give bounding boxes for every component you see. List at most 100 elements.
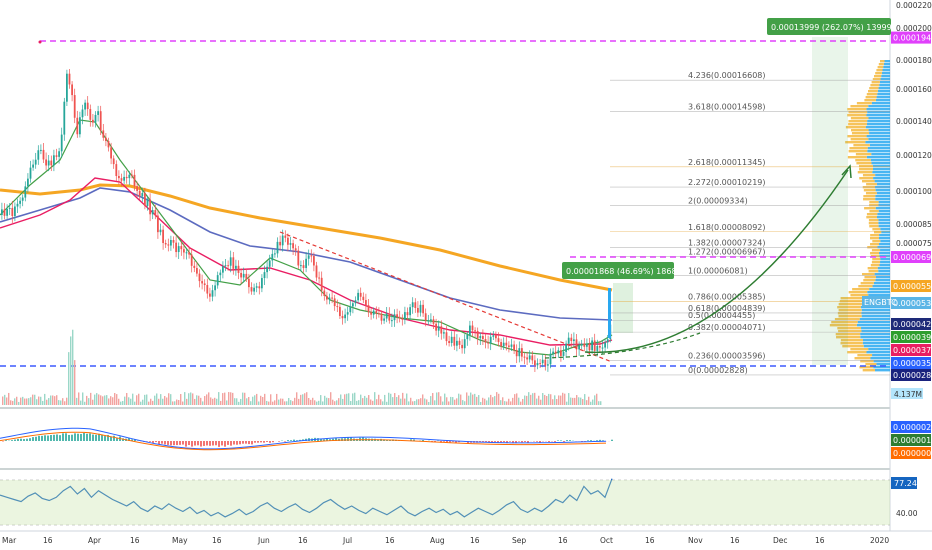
candle-body — [115, 164, 117, 176]
candle-body — [404, 312, 406, 320]
volume-bar — [34, 395, 35, 405]
vp-bar-blue — [867, 108, 890, 110]
candle-body — [230, 257, 232, 265]
volume-bar — [78, 392, 79, 405]
candle-body — [604, 342, 606, 347]
candle-body — [297, 250, 299, 265]
volume-bar — [214, 398, 215, 405]
volume-bar — [104, 395, 105, 405]
candle-body — [303, 265, 305, 268]
volume-bar — [346, 394, 347, 405]
macd-histogram-bar — [566, 440, 568, 441]
volume-bar — [578, 397, 579, 405]
candle-body — [245, 274, 247, 279]
candle-body — [352, 303, 354, 306]
candle-body — [368, 305, 370, 312]
volume-bar — [20, 398, 21, 405]
volume-bar — [210, 397, 211, 405]
vp-bar-blue — [880, 258, 890, 260]
vp-bar-blue — [868, 348, 890, 350]
candle-body — [160, 230, 162, 232]
price-tick-label: 0.00018000 — [896, 56, 932, 65]
price-tag: 0.00003713 — [891, 344, 932, 356]
candle-body — [407, 312, 409, 315]
volume-bar — [26, 398, 27, 405]
volume-bar — [230, 392, 231, 405]
volume-bar — [96, 393, 97, 405]
volume-bar — [572, 398, 573, 405]
vp-bar-orange — [863, 279, 875, 281]
candle-body — [563, 352, 565, 356]
vp-bar-blue — [875, 279, 890, 281]
price-tag: 0.00006950 — [891, 251, 932, 263]
time-tick-label: 16 — [730, 536, 740, 545]
volume-bar — [428, 402, 429, 405]
macd-histogram-bar — [233, 441, 235, 445]
vp-bar-blue — [875, 180, 890, 182]
macd-histogram-bar — [179, 441, 181, 445]
macd-histogram-bar — [47, 436, 49, 441]
macd-histogram-bar — [203, 441, 205, 446]
candle-body — [19, 201, 21, 204]
callout-text: 0.00001868 (46.69%) 1868 — [566, 267, 677, 276]
vp-bar-blue — [869, 132, 890, 134]
candle-body — [448, 341, 450, 343]
vp-bar-blue — [876, 207, 890, 209]
candle-body — [79, 117, 81, 134]
volume-bar — [514, 394, 515, 405]
candle-body — [206, 285, 208, 294]
candle-body — [313, 256, 315, 265]
volume-bar — [586, 400, 587, 405]
candle-body — [118, 176, 120, 178]
vp-bar-blue — [877, 96, 890, 98]
vp-bar-blue — [865, 141, 890, 143]
candle-body — [464, 339, 466, 348]
candle-body — [264, 272, 266, 278]
macd-histogram-bar — [197, 441, 199, 445]
rsi-band — [0, 480, 890, 525]
volume-bar — [58, 400, 59, 405]
vp-bar-blue — [879, 243, 890, 245]
volume-bar — [234, 398, 235, 405]
vp-bar-blue — [872, 171, 890, 173]
volume-bar — [584, 394, 585, 405]
time-tick-label: 16 — [645, 536, 655, 545]
volume-bar — [204, 396, 205, 405]
volume-bar — [498, 394, 499, 405]
vp-bar-orange — [869, 204, 878, 206]
candle-body — [373, 311, 375, 315]
target-zone — [812, 37, 848, 365]
macd-histogram-bar — [50, 435, 52, 441]
volume-bar — [304, 393, 305, 405]
macd-histogram-bar — [278, 441, 280, 442]
volume-bar — [246, 398, 247, 405]
macd-histogram-bar — [587, 440, 589, 441]
price-tag-text: 0.00003959 — [893, 333, 932, 342]
volume-bar — [338, 398, 339, 405]
volume-bar — [518, 398, 519, 405]
macd-histogram-bar — [38, 436, 40, 441]
volume-bar — [496, 392, 497, 405]
vp-bar-orange — [847, 351, 866, 353]
vp-bar-orange — [848, 156, 867, 158]
volume-bar — [500, 400, 501, 405]
macd-histogram-bar — [521, 441, 523, 442]
candle-body — [235, 266, 237, 269]
vp-bar-blue — [875, 174, 890, 176]
volume-bar — [186, 399, 187, 405]
volume-bar — [332, 400, 333, 405]
candle-body — [100, 111, 102, 130]
volume-bar — [372, 401, 373, 405]
price-tag-text: 0.00005363 — [893, 299, 932, 308]
volume-bar — [106, 395, 107, 405]
volume-bar — [380, 399, 381, 405]
vp-bar-orange — [872, 228, 880, 230]
macd-histogram-bar — [251, 441, 253, 444]
volume-bar — [556, 399, 557, 405]
candle-body — [87, 103, 89, 109]
vp-bar-orange — [872, 240, 880, 242]
candle-body — [409, 307, 411, 315]
fib-label: 2(0.00009334) — [688, 197, 748, 206]
fib-label: 0.236(0.00003596) — [688, 352, 766, 361]
